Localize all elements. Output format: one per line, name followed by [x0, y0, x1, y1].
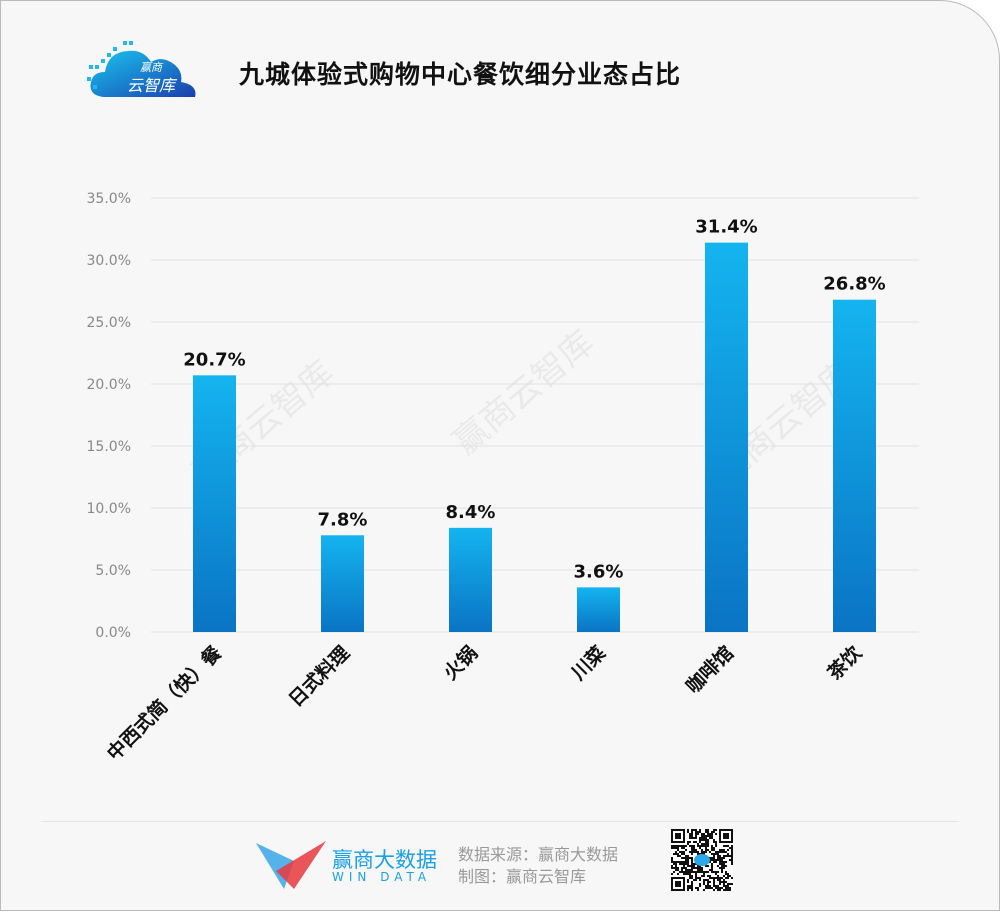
footer-divider: [41, 821, 959, 822]
bar: [833, 299, 876, 632]
chart-title: 九城体验式购物中心餐饮细分业态占比: [239, 60, 682, 89]
made-by: 制图：赢商云智库: [458, 867, 587, 886]
data-label: 7.8%: [318, 509, 368, 530]
x-tick-label: 火锅: [439, 641, 482, 684]
x-tick-label: 咖啡馆: [681, 641, 738, 698]
watermark-text: 赢商云智库: [446, 323, 602, 463]
data-source: 数据来源：赢商大数据: [458, 845, 619, 864]
y-tick-label: 25.0%: [87, 315, 131, 331]
x-tick-label: 日式料理: [284, 641, 354, 711]
y-tick-label: 15.0%: [87, 439, 131, 455]
windata-logo-icon: [256, 841, 326, 889]
y-tick-label: 10.0%: [87, 501, 131, 517]
bar: [449, 527, 492, 632]
x-tick-label: 茶饮: [823, 641, 867, 685]
data-label: 26.8%: [823, 274, 885, 295]
brand-name: 赢商大数据: [332, 848, 437, 872]
svg-text:云智库: 云智库: [127, 76, 178, 95]
data-label: 3.6%: [574, 561, 624, 582]
svg-text:赢商: 赢商: [140, 61, 164, 74]
x-tick-label: 川菜: [566, 641, 610, 685]
y-tick-label: 30.0%: [87, 253, 131, 269]
y-tick-label: 0.0%: [95, 625, 131, 641]
y-tick-label: 5.0%: [95, 563, 131, 579]
brand-english: WIN DATA: [332, 870, 432, 884]
qr-code-icon: [671, 829, 733, 891]
x-tick-label: 中西式简（快）餐: [102, 641, 226, 765]
data-label: 20.7%: [183, 349, 245, 370]
bar: [577, 587, 620, 632]
y-tick-label: 20.0%: [87, 377, 131, 393]
bar: [321, 535, 364, 632]
bar: [193, 375, 236, 632]
yingshang-cloud-logo: 赢商 云智库: [87, 41, 196, 97]
source-note: 数据来源：赢商大数据 制图：赢商云智库: [458, 844, 618, 888]
y-tick-label: 35.0%: [87, 191, 131, 207]
bar: [705, 242, 748, 632]
data-label: 8.4%: [446, 502, 496, 523]
data-label: 31.4%: [695, 217, 757, 238]
